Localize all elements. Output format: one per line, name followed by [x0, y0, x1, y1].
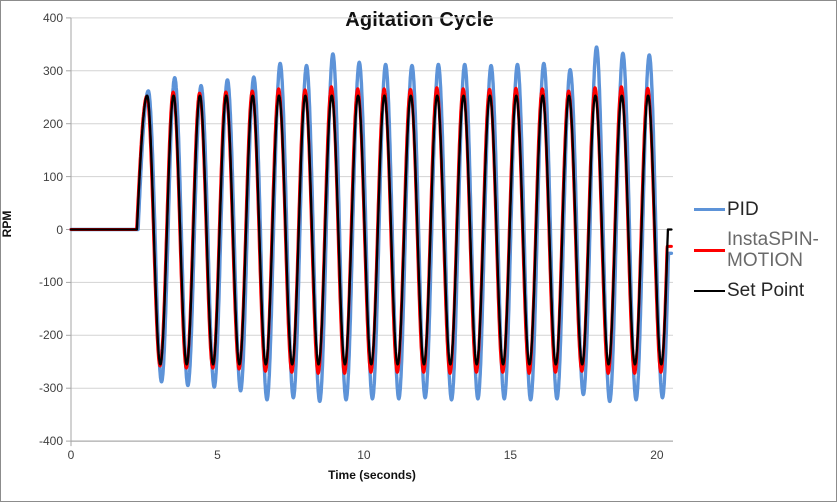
y-tick-label: -100 [38, 275, 63, 290]
legend-label-pid: PID [727, 199, 759, 220]
legend: PID InstaSPIN-MOTION Set Point [694, 199, 836, 310]
x-tick-label: 5 [214, 448, 221, 462]
set-point-legend-line-icon [694, 289, 725, 292]
instaspin-legend-line-icon [694, 248, 725, 252]
legend-label-instaspin-motion: InstaSPIN-MOTION [727, 229, 819, 271]
legend-label-set-point: Set Point [727, 280, 805, 301]
y-tick-label: 400 [42, 10, 63, 25]
x-tick-label: 10 [357, 448, 371, 462]
x-tick-label: 0 [67, 448, 75, 462]
pid-legend-line-icon [694, 208, 725, 211]
y-tick-label: -300 [38, 381, 63, 396]
x-axis-title: Time (seconds) [328, 468, 416, 482]
chart-title: Agitation Cycle [345, 9, 494, 31]
x-tick-label: 15 [503, 448, 518, 462]
y-tick-label: 100 [42, 169, 63, 184]
x-tick-label: 20 [650, 448, 664, 462]
legend-item-instaspin-motion: InstaSPIN-MOTION [694, 229, 836, 271]
y-tick-label: 0 [56, 222, 63, 237]
series-path-instaspin-motion [69, 85, 673, 375]
legend-item-set-point: Set Point [694, 280, 836, 301]
y-tick-label: 200 [42, 116, 63, 131]
y-tick-label: 300 [42, 63, 63, 78]
series-path-set-point [69, 94, 673, 366]
y-tick-label: -200 [38, 328, 63, 343]
y-tick-label: -400 [38, 434, 63, 449]
legend-item-pid: PID [694, 199, 836, 220]
